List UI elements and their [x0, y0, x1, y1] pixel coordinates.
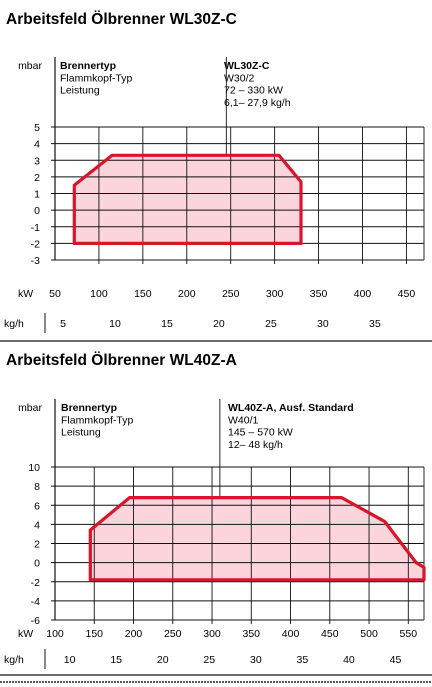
chart2-y-tick-label: 10 [28, 462, 40, 474]
chart1-xlabel: kW [18, 288, 33, 300]
chart1-x-tick-label: 200 [178, 288, 196, 300]
chart1-x-tick-label: 100 [90, 288, 108, 300]
chart2-x2-tick-label: 45 [390, 654, 402, 666]
chart1-x-tick-label: 450 [398, 288, 416, 300]
chart2-x-tick-label: 250 [164, 628, 182, 640]
chart2-header-label: Flammkopf-Typ [61, 414, 134, 426]
chart2-x-tick-label: 200 [125, 628, 143, 640]
chart2-x-tick-label: 100 [46, 628, 64, 640]
chart1-operating-field-fill [74, 155, 301, 244]
chart2-header-label: Brennertyp [61, 402, 117, 414]
chart2-x2label: kg/h [4, 654, 24, 666]
chart2-y-tick-label: 2 [34, 539, 40, 551]
chart2-x2-tick-label: 30 [250, 654, 262, 666]
chart1-header-value: 6,1– 27,9 kg/h [224, 97, 291, 109]
chart2-x-tick-label: 400 [282, 628, 300, 640]
chart1-y-tick-label: 4 [34, 139, 40, 151]
chart2-y-tick-label: -2 [31, 577, 40, 589]
chart2-x-tick-label: 150 [85, 628, 103, 640]
chart1-x-tick-label: 350 [310, 288, 328, 300]
chart2-y-tick-label: -6 [31, 615, 40, 627]
chart1-header-value: W30/2 [224, 72, 255, 84]
chart1-x-tick-label: 150 [134, 288, 152, 300]
chart2-x-tick-label: 350 [243, 628, 261, 640]
chart2-operating-field-outline [88, 496, 426, 582]
chart1-y-tick-label: 0 [34, 205, 40, 217]
chart2-title: Arbeitsfeld Ölbrenner WL40Z-A [6, 352, 237, 369]
chart1-y-tick-label: 5 [34, 122, 40, 134]
chart2-x2-tick-label: 20 [157, 654, 169, 666]
chart2-header-value: WL40Z-A, Ausf. Standard [228, 402, 354, 414]
chart1-y-tick-label: -1 [31, 222, 40, 234]
chart1-y-tick-label: 3 [34, 155, 40, 167]
chart1-x2-tick-label: 15 [161, 318, 173, 330]
chart2-x-tick-label: 450 [321, 628, 339, 640]
chart2-x-tick-label: 500 [360, 628, 378, 640]
chart1-ylabel: mbar [18, 60, 42, 72]
chart2-y-tick-label: 8 [34, 481, 40, 493]
chart2-x2-tick-label: 40 [343, 654, 355, 666]
chart2-x-tick-label: 300 [203, 628, 221, 640]
chart1-x2-tick-label: 25 [265, 318, 277, 330]
chart1-y-tick-label: -2 [31, 238, 40, 250]
chart1-x2-tick-label: 10 [109, 318, 121, 330]
chart1-title: Arbeitsfeld Ölbrenner WL30Z-C [6, 11, 237, 28]
chart1-x2-tick-label: 30 [317, 318, 329, 330]
chart2-y-tick-label: 6 [34, 500, 40, 512]
chart2-y-tick-label: -4 [31, 596, 40, 608]
chart1-x-tick-label: 300 [266, 288, 284, 300]
chart2-operating-field-fill [90, 497, 425, 580]
chart1-x2label: kg/h [4, 318, 24, 330]
chart2-x2-tick-label: 10 [64, 654, 76, 666]
chart1-x2-tick-label: 35 [369, 318, 381, 330]
chart1-x2-tick-label: 20 [213, 318, 225, 330]
chart2-x-tick-label: 550 [400, 628, 418, 640]
chart1-x2-tick-label: 5 [60, 318, 66, 330]
chart1-y-tick-label: 1 [34, 189, 40, 201]
chart1-header-value: 72 – 330 kW [224, 85, 283, 97]
chart1-header-value: WL30Z-C [224, 60, 270, 72]
chart1-x-tick-label: 400 [354, 288, 372, 300]
chart2-y-tick-label: 0 [34, 558, 40, 570]
chart1-operating-field-outline [72, 153, 303, 245]
chart1-x-tick-label: 250 [222, 288, 240, 300]
chart1-header-label: Leistung [60, 85, 100, 97]
chart1-y-tick-label: -3 [31, 255, 40, 267]
chart1-y-tick-label: 2 [34, 172, 40, 184]
chart2-xlabel: kW [18, 628, 33, 640]
chart2-ylabel: mbar [18, 402, 42, 414]
chart2-header-value: 145 – 570 kW [228, 427, 293, 439]
chart2-header-label: Leistung [61, 427, 101, 439]
chart1-x-tick-label: 50 [49, 288, 61, 300]
chart2-header-value: 12– 48 kg/h [228, 439, 283, 451]
chart2-x2-tick-label: 25 [203, 654, 215, 666]
chart1-header-label: Flammkopf-Typ [60, 72, 133, 84]
chart2-x2-tick-label: 15 [110, 654, 122, 666]
chart1-header-label: Brennertyp [60, 60, 116, 72]
chart2-y-tick-label: 4 [34, 519, 40, 531]
chart2-x2-tick-label: 35 [297, 654, 309, 666]
chart2-header-value: W40/1 [228, 414, 259, 426]
